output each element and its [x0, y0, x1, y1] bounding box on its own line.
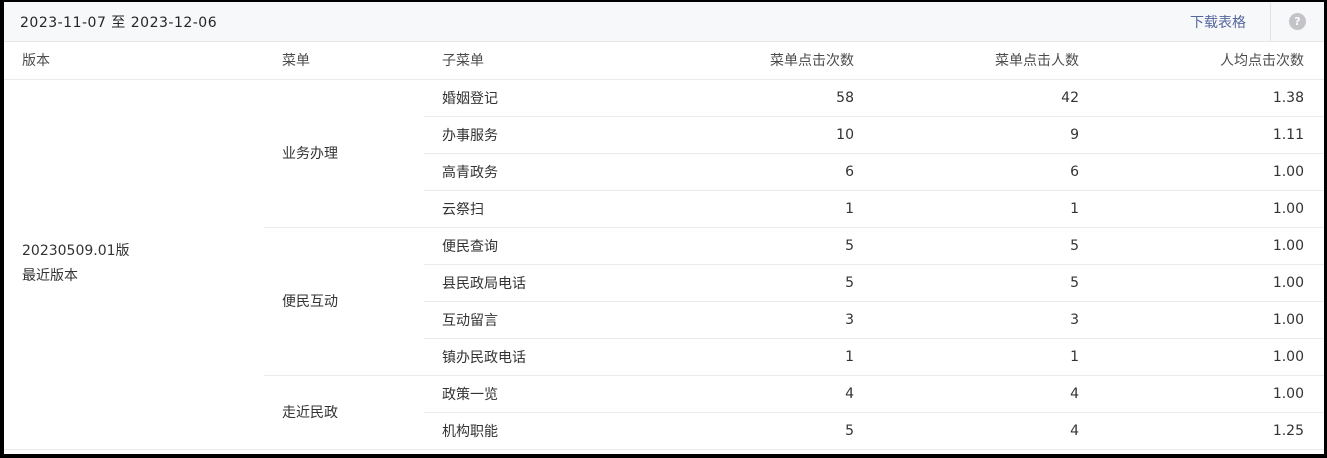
submenu-cell: 云祭扫	[424, 190, 649, 228]
users-cell: 4	[874, 375, 1099, 413]
toolbar-divider	[1270, 1, 1271, 42]
column-header-avg: 人均点击次数	[1099, 42, 1324, 80]
table-row: 镇办民政电话 1 1 1.00	[4, 338, 1324, 376]
avg-cell: 1.00	[1099, 338, 1324, 376]
table-row: 互动留言 3 3 1.00	[4, 301, 1324, 339]
users-cell: 5	[874, 227, 1099, 265]
submenu-cell: 办事服务	[424, 116, 649, 154]
column-header-users: 菜单点击人数	[874, 42, 1099, 80]
submenu-cell: 婚姻登记	[424, 79, 649, 117]
avg-cell: 1.00	[1099, 153, 1324, 191]
users-cell: 42	[874, 79, 1099, 117]
clicks-cell: 3	[649, 301, 874, 339]
submenu-cell: 互动留言	[424, 301, 649, 339]
menu-group-cell: 便民互动	[264, 227, 424, 376]
table-row: 办事服务 10 9 1.11	[4, 116, 1324, 154]
avg-cell: 1.25	[1099, 412, 1324, 450]
clicks-cell: 5	[649, 264, 874, 302]
clicks-cell: 5	[649, 227, 874, 265]
help-area: ?	[1271, 13, 1324, 30]
table-row: 机构职能 5 4 1.25	[4, 412, 1324, 450]
version-cell: 20230509.01版 最近版本	[4, 79, 264, 450]
table-row: 20230509.01版 最近版本 业务办理 婚姻登记 58 42 1.38	[4, 79, 1324, 450]
clicks-cell: 58	[649, 79, 874, 117]
avg-cell: 1.00	[1099, 190, 1324, 228]
users-cell: 6	[874, 153, 1099, 191]
users-cell: 3	[874, 301, 1099, 339]
stats-panel: 2023-11-07 至 2023-12-06 下载表格 ? 版本 菜单 子菜单…	[4, 1, 1324, 454]
toolbar: 2023-11-07 至 2023-12-06 下载表格 ?	[4, 1, 1324, 42]
clicks-cell: 4	[649, 375, 874, 413]
clicks-cell: 5	[649, 412, 874, 450]
date-range-label: 2023-11-07 至 2023-12-06	[20, 14, 218, 31]
table-row: 云祭扫 1 1 1.00	[4, 190, 1324, 228]
users-cell: 1	[874, 338, 1099, 376]
submenu-cell: 高青政务	[424, 153, 649, 191]
version-name: 20230509.01版	[22, 243, 130, 259]
users-cell: 5	[874, 264, 1099, 302]
column-header-menu: 菜单	[264, 42, 424, 80]
table-header-row: 版本 菜单 子菜单 菜单点击次数 菜单点击人数 人均点击次数	[4, 42, 1324, 80]
help-icon[interactable]: ?	[1289, 13, 1306, 30]
clicks-cell: 1	[649, 190, 874, 228]
clicks-cell: 6	[649, 153, 874, 191]
avg-cell: 1.00	[1099, 301, 1324, 339]
menu-group-cell: 走近民政	[264, 375, 424, 450]
submenu-cell: 机构职能	[424, 412, 649, 450]
table-row: 县民政局电话 5 5 1.00	[4, 264, 1324, 302]
table-row: 高青政务 6 6 1.00	[4, 153, 1324, 191]
menu-group-cell: 业务办理	[264, 79, 424, 228]
avg-cell: 1.38	[1099, 79, 1324, 117]
submenu-cell: 镇办民政电话	[424, 338, 649, 376]
table-row: 走近民政 政策一览 4 4 1.00	[4, 375, 1324, 450]
submenu-cell: 政策一览	[424, 375, 649, 413]
clicks-cell: 1	[649, 338, 874, 376]
menu-stats-table: 版本 菜单 子菜单 菜单点击次数 菜单点击人数 人均点击次数 20230509.…	[4, 42, 1324, 450]
users-cell: 1	[874, 190, 1099, 228]
column-header-clicks: 菜单点击次数	[649, 42, 874, 80]
column-header-submenu: 子菜单	[424, 42, 649, 80]
submenu-cell: 县民政局电话	[424, 264, 649, 302]
avg-cell: 1.00	[1099, 227, 1324, 265]
version-tag: 最近版本	[22, 268, 78, 284]
avg-cell: 1.00	[1099, 375, 1324, 413]
column-header-version: 版本	[4, 42, 264, 80]
users-cell: 4	[874, 412, 1099, 450]
table-row: 便民互动 便民查询 5 5 1.00	[4, 227, 1324, 376]
avg-cell: 1.00	[1099, 264, 1324, 302]
users-cell: 9	[874, 116, 1099, 154]
submenu-cell: 便民查询	[424, 227, 649, 265]
clicks-cell: 10	[649, 116, 874, 154]
avg-cell: 1.11	[1099, 116, 1324, 154]
download-table-button[interactable]: 下载表格	[1190, 14, 1246, 31]
